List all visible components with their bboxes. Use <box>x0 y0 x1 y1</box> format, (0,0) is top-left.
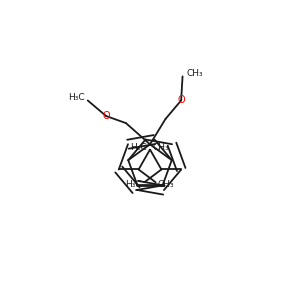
Text: CH₃: CH₃ <box>187 69 203 78</box>
Text: O: O <box>102 111 110 121</box>
Text: CH₃: CH₃ <box>153 143 169 152</box>
Text: H₃C: H₃C <box>68 93 85 102</box>
Text: H₃C: H₃C <box>125 180 142 189</box>
Text: CH₃: CH₃ <box>158 180 175 189</box>
Text: H₃C: H₃C <box>130 143 147 152</box>
Text: O: O <box>177 95 185 106</box>
